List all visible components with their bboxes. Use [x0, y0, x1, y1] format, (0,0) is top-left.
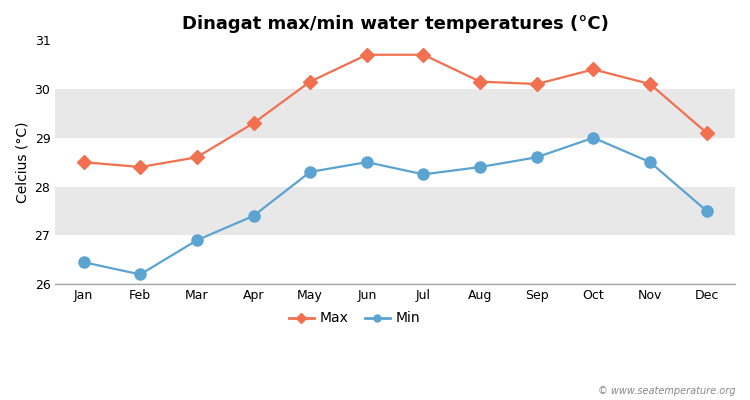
Min: [306, 170, 315, 174]
Bar: [56, 138, 735, 186]
Max: [589, 67, 598, 72]
Text: © www.seatemperature.org: © www.seatemperature.org: [598, 386, 735, 396]
Title: Dinagat max/min water temperatures (°C): Dinagat max/min water temperatures (°C): [182, 15, 608, 33]
Min: [646, 160, 655, 164]
Max: [646, 82, 655, 86]
Max: [702, 130, 711, 135]
Min: [79, 260, 88, 265]
Max: [79, 160, 88, 164]
Bar: [56, 235, 735, 284]
Max: [476, 79, 484, 84]
Min: [362, 160, 371, 164]
Line: Min: Min: [78, 132, 712, 280]
Min: [589, 135, 598, 140]
Min: [476, 165, 484, 170]
Min: [136, 272, 145, 277]
Max: [362, 52, 371, 57]
Bar: [56, 89, 735, 138]
Bar: [56, 186, 735, 235]
Max: [306, 79, 315, 84]
Min: [249, 214, 258, 218]
Min: [702, 208, 711, 213]
Line: Max: Max: [79, 50, 712, 172]
Max: [532, 82, 542, 86]
Max: [136, 165, 145, 170]
Max: [193, 155, 202, 160]
Min: [419, 172, 428, 177]
Max: [249, 121, 258, 126]
Bar: [56, 40, 735, 89]
Y-axis label: Celcius (°C): Celcius (°C): [15, 121, 29, 203]
Max: [419, 52, 428, 57]
Min: [193, 238, 202, 243]
Legend: Max, Min: Max, Min: [284, 306, 425, 331]
Min: [532, 155, 542, 160]
